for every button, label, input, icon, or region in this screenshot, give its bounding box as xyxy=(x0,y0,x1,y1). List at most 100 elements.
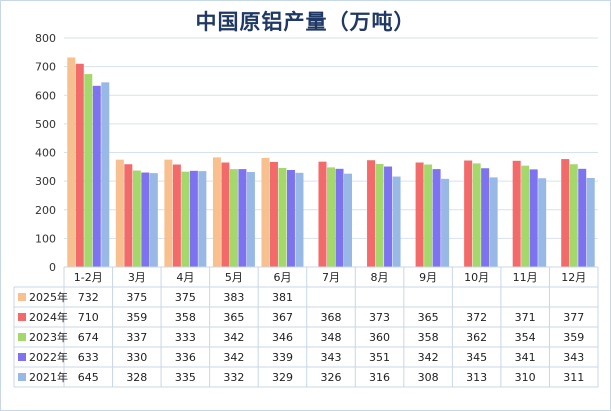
bar xyxy=(561,159,570,267)
data-value: 348 xyxy=(321,331,342,344)
bar xyxy=(101,82,110,268)
data-value: 367 xyxy=(272,311,293,324)
data-value: 351 xyxy=(369,351,390,364)
bar xyxy=(278,167,287,267)
data-value: 310 xyxy=(515,371,536,384)
category-label: 1-2月 xyxy=(74,271,103,284)
bar xyxy=(441,178,450,267)
data-value: 372 xyxy=(466,311,487,324)
bar xyxy=(164,159,173,267)
category-label: 11月 xyxy=(513,271,538,284)
bar xyxy=(181,171,190,267)
y-tick-label: 100 xyxy=(35,232,56,245)
bar xyxy=(392,176,401,267)
data-value: 354 xyxy=(515,331,536,344)
legend-swatch xyxy=(18,293,26,301)
legend-swatch xyxy=(18,353,26,361)
data-value: 358 xyxy=(175,311,196,324)
bar xyxy=(481,168,490,267)
legend-swatch xyxy=(18,313,26,321)
bar xyxy=(432,169,441,267)
data-value: 360 xyxy=(369,331,390,344)
data-value: 341 xyxy=(515,351,536,364)
y-tick-label: 600 xyxy=(35,89,56,102)
category-label: 9月 xyxy=(419,271,437,284)
category-label: 12月 xyxy=(561,271,586,284)
bar xyxy=(141,172,150,267)
legend-label: 2023年 xyxy=(29,330,68,344)
bar xyxy=(424,164,433,267)
data-value: 333 xyxy=(175,331,196,344)
data-value: 371 xyxy=(515,311,536,324)
data-value: 358 xyxy=(418,331,439,344)
chart-title: 中国原铝产量（万吨） xyxy=(195,9,416,34)
bar xyxy=(84,74,93,267)
bar xyxy=(286,169,295,267)
data-value: 337 xyxy=(126,331,147,344)
bar xyxy=(221,162,230,267)
bar xyxy=(92,85,101,268)
data-value: 345 xyxy=(466,351,487,364)
data-value: 328 xyxy=(126,371,147,384)
category-label: 10月 xyxy=(464,271,489,284)
bar xyxy=(335,168,344,267)
bar xyxy=(344,173,352,267)
bar xyxy=(375,163,384,267)
data-value: 365 xyxy=(223,311,244,324)
data-value: 362 xyxy=(466,331,487,344)
bar xyxy=(238,169,247,267)
bar xyxy=(512,160,521,267)
data-value: 674 xyxy=(78,331,99,344)
y-tick-label: 800 xyxy=(35,32,56,45)
bar xyxy=(472,163,481,267)
y-tick-label: 500 xyxy=(35,118,56,131)
bar xyxy=(318,161,327,267)
legend-label: 2024年 xyxy=(29,310,68,324)
legend-label: 2025年 xyxy=(29,290,68,304)
bar xyxy=(115,159,124,267)
data-value: 346 xyxy=(272,331,293,344)
data-value: 373 xyxy=(369,311,390,324)
bar xyxy=(295,172,304,267)
data-value: 377 xyxy=(563,311,584,324)
data-value: 332 xyxy=(223,371,244,384)
bar xyxy=(67,57,76,268)
data-value: 710 xyxy=(78,311,99,324)
category-label: 5月 xyxy=(225,271,243,284)
bar xyxy=(132,170,141,267)
data-value: 732 xyxy=(78,291,99,304)
data-value: 375 xyxy=(175,291,196,304)
data-value: 365 xyxy=(418,311,439,324)
data-value: 381 xyxy=(272,291,293,304)
y-tick-label: 200 xyxy=(35,204,56,217)
data-value: 313 xyxy=(466,371,487,384)
data-value: 383 xyxy=(223,291,244,304)
data-value: 339 xyxy=(272,351,293,364)
y-tick-label: 300 xyxy=(35,175,56,188)
y-tick-label: 400 xyxy=(35,147,56,160)
category-label: 4月 xyxy=(176,271,194,284)
y-tick-label: 0 xyxy=(49,261,56,274)
data-value: 359 xyxy=(563,331,584,344)
bar xyxy=(489,177,498,267)
bar xyxy=(75,63,84,268)
data-value: 633 xyxy=(78,351,99,364)
bar xyxy=(212,157,221,267)
data-value: 326 xyxy=(321,371,342,384)
legend-swatch xyxy=(18,333,26,341)
data-value: 329 xyxy=(272,371,293,384)
bar xyxy=(246,171,255,267)
bar xyxy=(367,160,376,267)
legend-label: 2021年 xyxy=(29,370,68,384)
data-value: 335 xyxy=(175,371,196,384)
bar xyxy=(578,168,587,267)
category-label: 7月 xyxy=(322,271,340,284)
data-value: 336 xyxy=(175,351,196,364)
y-tick-label: 700 xyxy=(35,61,56,74)
data-value: 311 xyxy=(563,371,584,384)
data-value: 375 xyxy=(126,291,147,304)
data-value: 368 xyxy=(321,311,342,324)
bar xyxy=(229,169,238,267)
bar xyxy=(327,167,335,267)
bar xyxy=(464,160,473,267)
